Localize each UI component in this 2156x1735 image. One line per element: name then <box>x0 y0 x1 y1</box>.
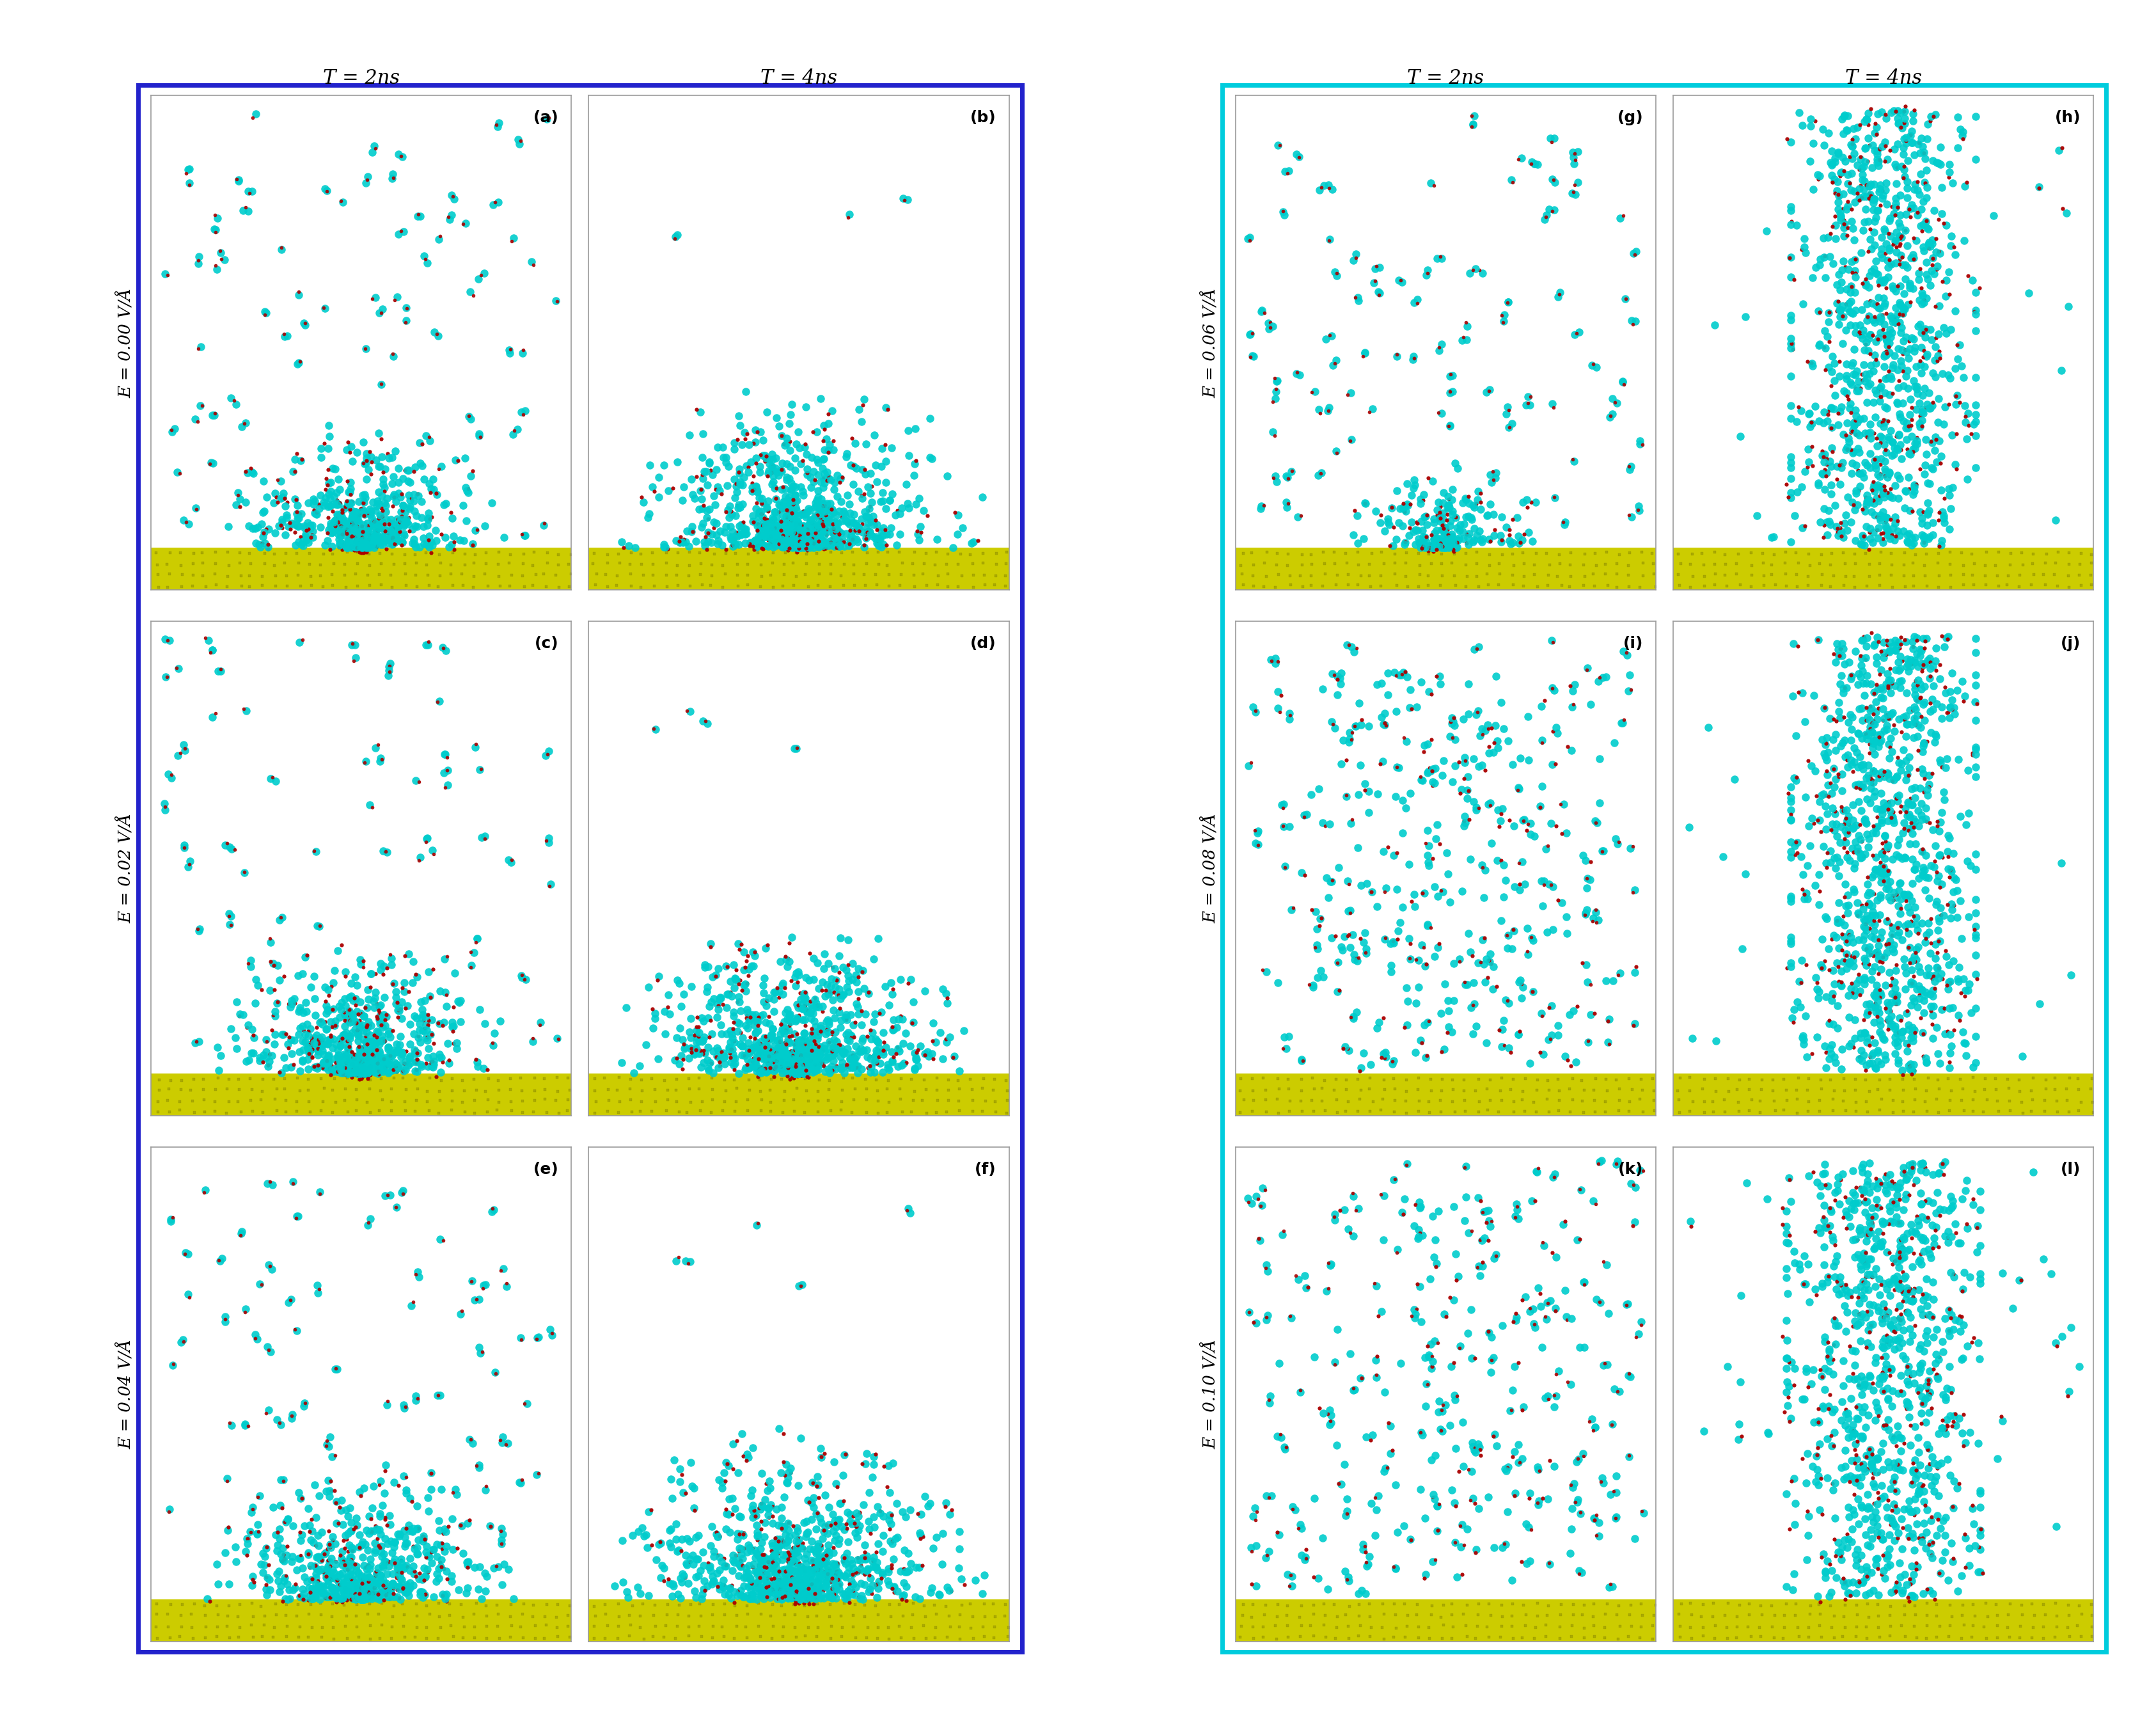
Text: T = 2ns: T = 2ns <box>323 69 399 88</box>
Text: (h): (h) <box>2055 111 2081 125</box>
Text: (a): (a) <box>533 111 558 125</box>
Bar <box>589 548 1009 590</box>
Text: (c): (c) <box>535 637 558 651</box>
Text: E = 0.10 V/Å: E = 0.10 V/Å <box>1201 1339 1218 1449</box>
Bar <box>1235 548 1656 590</box>
Text: (f): (f) <box>975 1162 996 1176</box>
Text: T = 2ns: T = 2ns <box>1408 69 1483 88</box>
Text: (d): (d) <box>970 637 996 651</box>
Text: E = 0.04 V/Å: E = 0.04 V/Å <box>116 1339 134 1449</box>
Bar <box>151 1600 571 1641</box>
Text: E = 0.02 V/Å: E = 0.02 V/Å <box>116 814 134 923</box>
Bar <box>589 1074 1009 1116</box>
Bar <box>1235 1600 1656 1641</box>
Bar <box>151 548 571 590</box>
Bar <box>1673 548 2093 590</box>
Text: (i): (i) <box>1623 637 1643 651</box>
Text: E = 0.06 V/Å: E = 0.06 V/Å <box>1201 288 1218 397</box>
Text: (b): (b) <box>970 111 996 125</box>
Bar <box>1673 1074 2093 1116</box>
Bar <box>589 1600 1009 1641</box>
Text: E = 0.00 V/Å: E = 0.00 V/Å <box>116 288 134 397</box>
Text: (l): (l) <box>2061 1162 2081 1176</box>
Text: (e): (e) <box>533 1162 558 1176</box>
Bar <box>1673 1600 2093 1641</box>
Text: (g): (g) <box>1617 111 1643 125</box>
Text: T = 4ns: T = 4ns <box>1846 69 1921 88</box>
Bar <box>151 1074 571 1116</box>
Text: E = 0.08 V/Å: E = 0.08 V/Å <box>1201 814 1218 923</box>
Text: (j): (j) <box>2061 637 2081 651</box>
Bar <box>1235 1074 1656 1116</box>
Text: T = 4ns: T = 4ns <box>761 69 837 88</box>
Text: (k): (k) <box>1617 1162 1643 1176</box>
